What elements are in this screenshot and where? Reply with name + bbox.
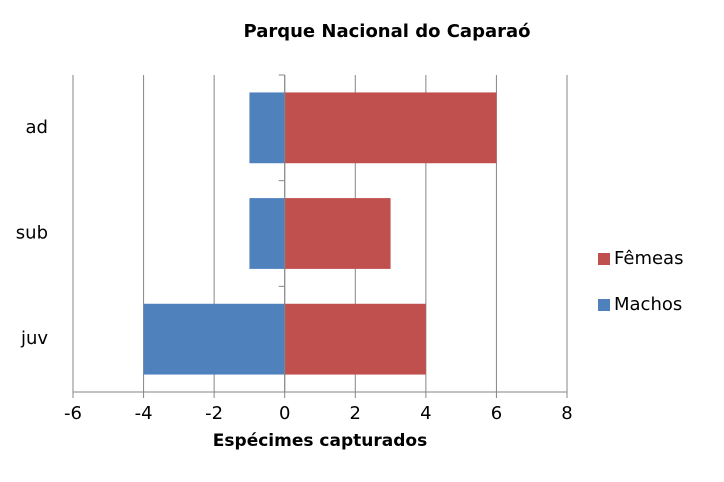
- x-tick-label: -4: [135, 403, 153, 424]
- bar: [284, 92, 497, 164]
- x-tick-label: -2: [205, 403, 223, 424]
- y-tick-label: juv: [20, 328, 48, 349]
- bar: [284, 198, 391, 269]
- legend-swatch: [598, 253, 610, 265]
- legend-swatch: [598, 299, 610, 311]
- bar: [143, 303, 285, 375]
- x-tick-label: -6: [64, 403, 82, 424]
- y-tick-label: sub: [16, 223, 48, 244]
- x-tick-label: 4: [420, 403, 431, 424]
- x-tick-label: 2: [350, 403, 361, 424]
- x-tick-label: 0: [279, 403, 290, 424]
- x-tick-label: 8: [561, 403, 572, 424]
- bar: [249, 198, 285, 269]
- chart-title: Parque Nacional do Caparaó: [243, 21, 530, 42]
- legend-label: Machos: [614, 294, 682, 315]
- bar: [249, 92, 285, 164]
- x-axis-label: Espécimes capturados: [213, 431, 427, 451]
- y-tick-label: ad: [26, 117, 48, 138]
- bar: [284, 303, 426, 375]
- x-tick-label: 6: [491, 403, 502, 424]
- legend-label: Fêmeas: [614, 248, 683, 269]
